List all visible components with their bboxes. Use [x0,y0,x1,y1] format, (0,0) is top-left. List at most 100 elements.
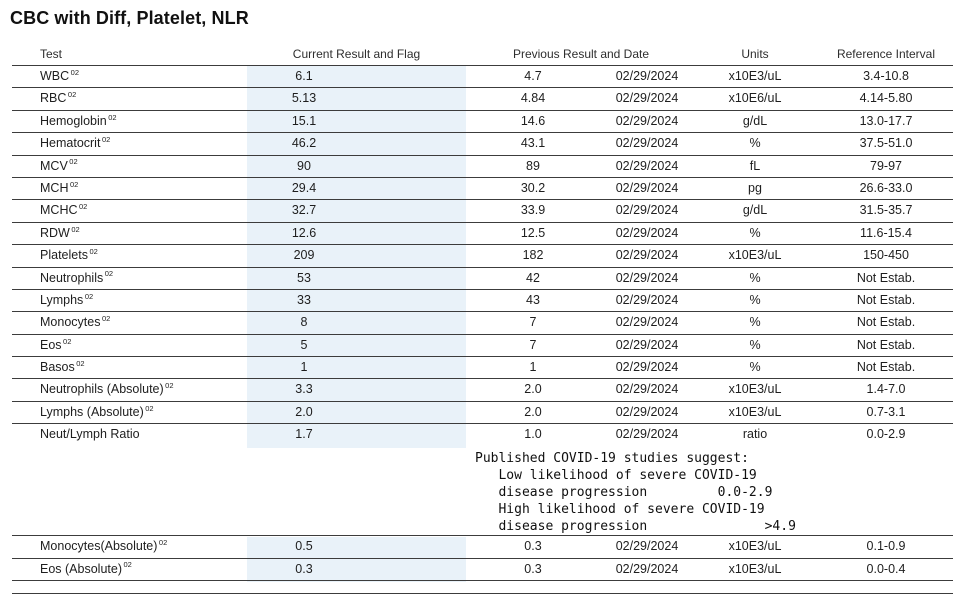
reference-interval-cell: 0.0-2.9 [866,427,906,442]
current-result-cell: 1.7 [295,427,313,442]
covid-note: Published COVID-19 studies suggest: Low … [12,448,953,537]
previous-result-cell: 2.0 [524,382,542,397]
test-superscript: 02 [67,90,77,100]
reference-interval-cell: Not Estab. [856,270,916,285]
col-header-current: Current Result and Flag [292,47,421,61]
test-name: Eos (Absolute) [40,561,122,576]
table-row: Platelets 02 209 182 02/29/2024 x10E3/uL … [12,245,953,268]
units-cell: % [749,225,761,240]
test-name-cell: Lymphs 02 [40,290,93,311]
previous-result-cell: 14.6 [520,113,546,128]
test-superscript: 02 [158,538,168,548]
current-result-cell: 29.4 [291,180,317,195]
table-row: Neutrophils (Absolute) 02 3.3 2.0 02/29/2… [12,379,953,402]
units-cell: x10E3/uL [728,382,782,397]
test-name: Monocytes [40,315,101,330]
reference-interval-cell: 31.5-35.7 [859,203,913,218]
current-result-cell: 12.6 [291,225,317,240]
test-superscript: 02 [104,269,114,279]
reference-interval-cell: 11.6-15.4 [860,225,912,240]
test-superscript: 02 [63,336,72,346]
result-date-cell: 02/29/2024 [615,427,679,442]
result-date-cell: 02/29/2024 [615,382,679,397]
test-name-cell: Eos (Absolute) 02 [40,559,132,580]
test-name-cell: Neut/Lymph Ratio [40,424,141,445]
test-name: Eos [40,337,62,352]
result-date-cell: 02/29/2024 [615,69,679,83]
reference-interval-cell: 4.14-5.80 [859,91,913,106]
result-date-cell: 02/29/2024 [615,292,679,307]
previous-result-cell: 12.5 [520,225,546,240]
result-date-cell: 02/29/2024 [615,315,679,330]
test-name: Neutrophils [40,270,104,285]
reference-interval-cell: 3.4-10.8 [863,69,909,83]
test-superscript: 02 [101,314,111,324]
test-superscript: 02 [89,246,98,256]
result-date-cell: 02/29/2024 [615,225,679,240]
previous-result-cell: 1 [529,360,537,375]
current-result-cell: 33 [297,292,311,307]
test-name: MCV [40,158,68,173]
table-header-row: Test Current Result and Flag Previous Re… [12,44,953,66]
test-name-cell: Lymphs (Absolute) 02 [40,402,154,423]
current-result-cell: 32.7 [291,203,317,218]
table-row: Monocytes(Absolute) 02 0.5 0.3 02/29/2024… [12,536,953,559]
test-name: WBC [40,69,70,83]
bottom-rule [12,593,953,595]
bottom-spacer [12,581,953,593]
test-superscript: 02 [69,157,78,167]
previous-result-cell: 2.0 [524,404,542,419]
reference-interval-cell: 0.0-0.4 [866,561,906,576]
reference-interval-cell: 1.4-7.0 [866,382,906,397]
current-result-cell: 6.1 [295,69,313,83]
table-row: Lymphs 02 33 43 02/29/2024 % Not Estab. [12,290,953,313]
previous-result-cell: 42 [526,270,540,285]
table-row: WBC 02 6.1 4.7 02/29/2024 x10E3/uL 3.4-10… [12,66,953,89]
table-row: Monocytes 02 8 7 02/29/2024 % Not Estab. [12,312,953,335]
units-cell: % [749,270,761,285]
test-superscript: 02 [123,560,132,570]
result-date-cell: 02/29/2024 [615,337,679,352]
table-body-main: WBC 02 6.1 4.7 02/29/2024 x10E3/uL 3.4-10… [12,66,953,448]
col-header-test: Test [40,47,63,61]
previous-result-cell: 1.0 [524,427,542,442]
units-cell: x10E3/uL [728,404,782,419]
table-body-bottom: Monocytes(Absolute) 02 0.5 0.3 02/29/2024… [12,536,953,582]
col-header-previous: Previous Result and Date [512,47,650,61]
table-row: Eos (Absolute) 02 0.3 0.3 02/29/2024 x10E… [12,559,953,582]
test-superscript: 02 [108,112,117,122]
previous-result-cell: 182 [522,248,544,263]
units-cell: % [749,136,761,151]
units-cell: x10E6/uL [728,91,782,106]
result-date-cell: 02/29/2024 [615,539,679,554]
current-result-cell: 46.2 [291,136,317,151]
test-name-cell: Hemoglobin 02 [40,111,117,132]
previous-result-cell: 89 [526,158,540,173]
previous-result-cell: 0.3 [524,561,542,576]
test-superscript: 02 [165,381,174,391]
current-result-cell: 0.5 [295,539,313,554]
units-cell: ratio [742,427,768,442]
previous-result-cell: 43 [526,292,540,307]
result-date-cell: 02/29/2024 [615,180,679,195]
previous-result-cell: 33.9 [520,203,546,218]
test-superscript: 02 [71,224,80,234]
current-result-highlight-band-bottom [247,537,466,582]
test-name: RBC [40,91,67,106]
units-cell: % [749,315,761,330]
result-date-cell: 02/29/2024 [615,113,679,128]
col-header-reference: Reference Interval [836,47,936,61]
result-date-cell: 02/29/2024 [615,561,679,576]
previous-result-cell: 7 [529,337,537,352]
col-header-units: Units [741,47,769,61]
current-result-highlight-band [247,66,466,448]
test-superscript: 02 [69,179,79,189]
test-name-cell: Hematocrit 02 [40,133,110,154]
test-name-cell: RBC 02 [40,88,76,109]
reference-interval-cell: Not Estab. [856,292,916,307]
current-result-cell: 2.0 [295,404,313,419]
results-table: Test Current Result and Flag Previous Re… [12,44,953,595]
test-name: MCH [40,180,69,195]
units-cell: x10E3/uL [728,248,782,263]
reference-interval-cell: 150-450 [863,248,909,263]
